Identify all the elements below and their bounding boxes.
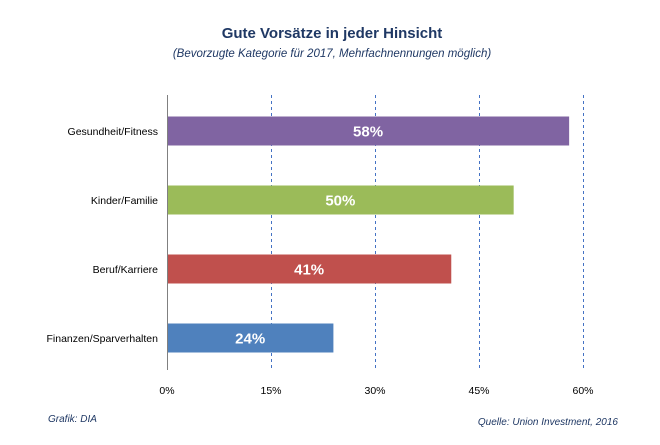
bars: 58% 50% 41% 24% bbox=[168, 116, 570, 353]
bar-finanzen-sparverhalten bbox=[168, 323, 334, 353]
data-label: 58% bbox=[353, 124, 383, 141]
data-label: 50% bbox=[325, 193, 355, 210]
bar-gesundheit-fitness bbox=[168, 116, 570, 146]
bar-beruf-karriere bbox=[168, 254, 452, 284]
data-label: 24% bbox=[235, 331, 265, 348]
x-tick-label: 45% bbox=[468, 385, 489, 397]
x-tick-label: 60% bbox=[572, 385, 593, 397]
x-tick-label: 15% bbox=[260, 385, 281, 397]
category-label: Beruf/Karriere bbox=[93, 264, 159, 276]
data-label: 41% bbox=[294, 262, 324, 279]
footer-credit: Grafik: DIA bbox=[48, 414, 97, 425]
category-labels: Gesundheit/Fitness Kinder/Familie Beruf/Ka… bbox=[47, 126, 159, 345]
x-tick-label: 0% bbox=[159, 385, 174, 397]
footer-source: Quelle: Union Investment, 2016 bbox=[478, 417, 619, 428]
bar-kinder-familie bbox=[168, 185, 514, 215]
category-label: Kinder/Familie bbox=[91, 195, 158, 207]
chart-subtitle: (Bevorzugte Kategorie für 2017, Mehrfach… bbox=[173, 48, 492, 60]
category-label: Gesundheit/Fitness bbox=[68, 126, 158, 138]
chart-title: Gute Vorsätze in jeder Hinsicht bbox=[222, 25, 443, 42]
x-tick-label: 30% bbox=[364, 385, 385, 397]
x-axis-tick-labels: 0% 15% 30% 45% 60% bbox=[159, 385, 593, 397]
category-label: Finanzen/Sparverhalten bbox=[47, 333, 159, 345]
